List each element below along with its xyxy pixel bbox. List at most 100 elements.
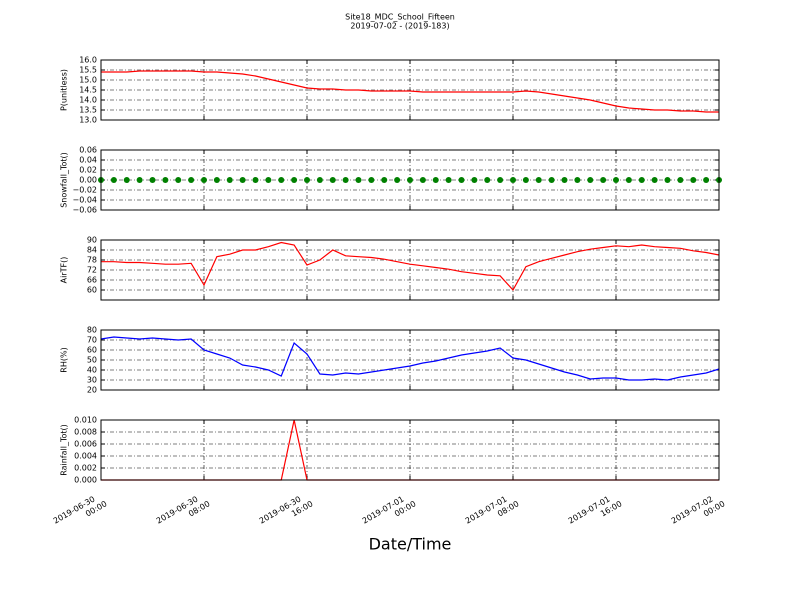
y-tick-label: 84 [87, 246, 97, 255]
x-tick-label: 2019-07-0116:00 [567, 490, 624, 534]
data-point [381, 177, 388, 183]
y-tick-label: 0.008 [74, 428, 97, 437]
data-line [100, 336, 720, 381]
data-point [625, 177, 632, 183]
data-point [110, 177, 117, 183]
data-point [355, 177, 362, 183]
y-axis-label: RH(%) [60, 347, 69, 372]
y-tick-label: −0.06 [72, 206, 97, 215]
x-tick-label: 2019-07-0100:00 [361, 490, 418, 534]
y-tick-label: 0.006 [74, 440, 97, 449]
y-axis-label: Rainfall_Tot() [60, 424, 69, 476]
data-point [368, 177, 375, 183]
data-point [252, 177, 259, 183]
y-axis-label: AirTF() [60, 257, 69, 284]
y-tick-label: 13.5 [79, 106, 97, 115]
data-point [561, 177, 568, 183]
data-point [484, 177, 491, 183]
data-point [471, 177, 478, 183]
data-point [510, 177, 516, 183]
data-point [304, 177, 310, 183]
chart-subtitle: 2019-07-02 - (2019-183) [350, 22, 449, 31]
y-tick-label: 40 [87, 366, 97, 375]
data-point [574, 177, 581, 183]
y-tick-label: 0.004 [74, 452, 97, 461]
y-tick-label: 0.000 [74, 476, 97, 485]
data-point [149, 177, 156, 183]
data-point [587, 177, 594, 183]
y-tick-label: 20 [87, 386, 97, 395]
data-point [329, 177, 336, 183]
y-tick-label: 80 [87, 326, 97, 335]
data-point [458, 177, 465, 183]
data-point [188, 177, 195, 183]
y-tick-label: 14.0 [79, 96, 97, 105]
data-point [445, 177, 452, 183]
data-point [703, 177, 710, 183]
y-tick-label: 72 [87, 266, 97, 275]
plot-frame [100, 59, 720, 121]
y-tick-label: 0.02 [79, 166, 97, 175]
data-point [497, 177, 504, 183]
y-tick-label: 16.0 [79, 56, 97, 65]
data-point [226, 177, 233, 183]
data-point [175, 177, 182, 183]
data-point [407, 177, 413, 183]
data-point [394, 177, 401, 183]
x-axis-label: Date/Time [369, 535, 452, 554]
x-tick-label: 2019-07-0200:00 [670, 490, 727, 534]
data-point [432, 177, 439, 183]
data-point [291, 177, 298, 183]
plot-frame [100, 149, 720, 211]
y-tick-label: 13.0 [79, 116, 97, 125]
plot-frame [100, 329, 720, 391]
data-point [522, 177, 529, 183]
data-point [342, 177, 349, 183]
y-tick-label: 0.00 [79, 176, 97, 185]
data-point [213, 177, 220, 183]
data-point [239, 177, 246, 183]
y-tick-label: 60 [87, 286, 97, 295]
y-tick-label: 0.002 [74, 464, 97, 473]
y-tick-label: 14.5 [79, 86, 97, 95]
plot-frame [100, 239, 720, 301]
data-line [101, 241, 720, 292]
y-tick-label: −0.02 [72, 186, 97, 195]
y-axis-label: Snowfall_Tot() [60, 152, 69, 208]
data-point [548, 177, 555, 183]
data-point [265, 177, 272, 183]
x-tick-label: 2019-06-3008:00 [155, 490, 212, 534]
y-tick-label: 15.0 [79, 76, 97, 85]
x-tick-label: 2019-06-3016:00 [258, 490, 315, 534]
y-tick-label: 15.5 [79, 66, 97, 75]
y-tick-label: −0.04 [72, 196, 97, 205]
data-point [201, 177, 207, 183]
data-point [638, 177, 645, 183]
y-tick-label: 30 [87, 376, 97, 385]
data-point [600, 177, 607, 183]
y-tick-label: 70 [87, 336, 97, 345]
y-tick-label: 78 [87, 256, 97, 265]
data-point [664, 177, 671, 183]
data-point [651, 177, 658, 183]
y-tick-label: 66 [87, 276, 97, 285]
data-line [101, 70, 719, 113]
y-tick-label: 0.06 [79, 146, 97, 155]
data-point [162, 177, 169, 183]
chart-title: Site18_MDC_School_Fifteen [345, 13, 455, 22]
data-point [278, 177, 285, 183]
x-tick-label: 2019-07-0108:00 [464, 490, 521, 534]
data-point [123, 177, 130, 183]
data-point [535, 177, 542, 183]
y-tick-label: 60 [87, 346, 97, 355]
y-tick-label: 50 [87, 356, 97, 365]
data-point [677, 177, 684, 183]
y-tick-label: 90 [87, 236, 97, 245]
y-axis-label: P(unitless) [60, 69, 69, 111]
data-point [690, 177, 697, 183]
y-tick-label: 0.010 [74, 416, 97, 425]
data-point [136, 177, 143, 183]
data-point [419, 177, 426, 183]
